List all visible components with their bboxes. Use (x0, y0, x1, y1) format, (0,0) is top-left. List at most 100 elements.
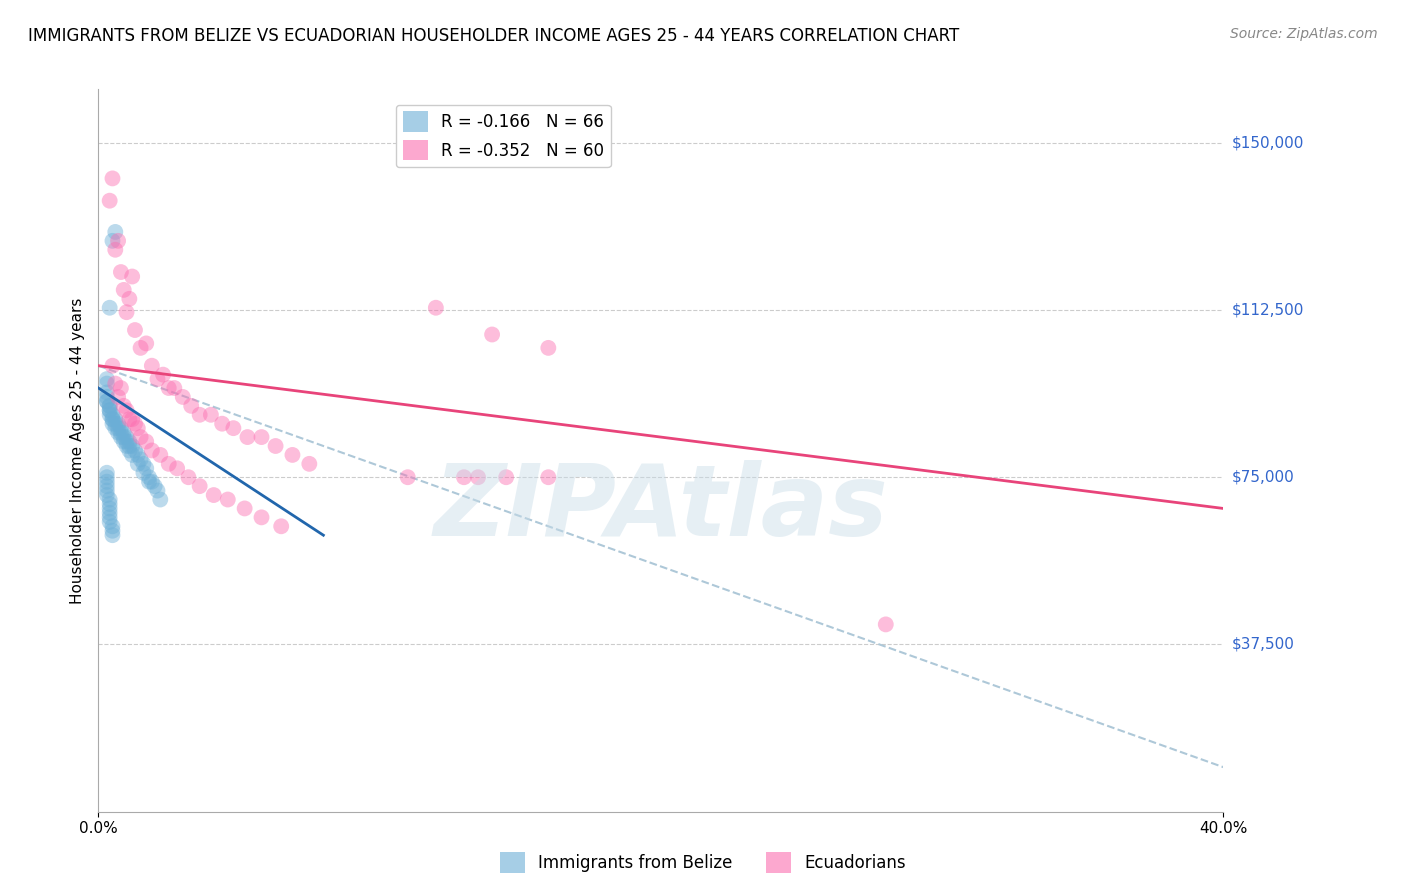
Point (115, 439, 138, 453)
Point (96, 372, 118, 386)
Point (96, 394, 118, 409)
Point (110, 381, 132, 395)
Text: $112,500: $112,500 (1232, 302, 1303, 318)
Point (875, 617, 897, 632)
Point (101, 234, 124, 248)
Point (96, 488, 118, 502)
Point (115, 305, 138, 319)
Point (152, 368, 174, 382)
Point (112, 430, 135, 444)
Legend: Immigrants from Belize, Ecuadorians: Immigrants from Belize, Ecuadorians (494, 846, 912, 880)
Point (270, 519, 292, 533)
Point (264, 439, 287, 453)
Point (132, 466, 155, 480)
Point (146, 372, 169, 386)
Point (110, 421, 132, 435)
Point (101, 417, 124, 431)
Point (115, 430, 138, 444)
Point (96, 483, 118, 498)
Point (481, 327, 503, 342)
Point (135, 461, 157, 475)
Point (96, 394, 118, 409)
Point (112, 283, 135, 297)
Point (250, 510, 273, 524)
Point (110, 430, 132, 444)
Point (118, 292, 141, 306)
Point (146, 483, 169, 498)
Point (104, 243, 127, 257)
Text: ZIPAtlas: ZIPAtlas (433, 459, 889, 557)
Point (98, 408, 121, 422)
Point (121, 412, 143, 426)
Point (112, 425, 135, 440)
Point (177, 470, 200, 484)
Point (202, 488, 225, 502)
Point (121, 439, 143, 453)
Point (101, 412, 124, 426)
Point (98, 506, 121, 520)
Point (138, 470, 160, 484)
Point (110, 425, 132, 440)
Point (96, 390, 118, 404)
Point (200, 408, 222, 422)
Point (118, 412, 141, 426)
Point (157, 381, 180, 395)
Point (157, 457, 180, 471)
Point (104, 421, 127, 435)
Point (396, 470, 419, 484)
Point (124, 443, 146, 458)
Point (98, 194, 121, 208)
Point (129, 341, 152, 355)
Point (101, 408, 124, 422)
Point (149, 448, 172, 462)
Point (188, 479, 211, 493)
Point (217, 492, 239, 507)
Point (135, 434, 157, 449)
Point (96, 475, 118, 489)
Point (96, 470, 118, 484)
Point (112, 434, 135, 449)
Text: $150,000: $150,000 (1232, 136, 1303, 150)
Point (115, 434, 138, 449)
Point (149, 492, 172, 507)
Point (298, 457, 321, 471)
Point (115, 403, 138, 417)
Point (233, 501, 256, 516)
Text: Source: ZipAtlas.com: Source: ZipAtlas.com (1230, 27, 1378, 41)
Point (124, 323, 146, 337)
Point (222, 421, 245, 435)
Point (127, 421, 149, 435)
Point (141, 359, 163, 373)
Point (127, 448, 149, 462)
Point (141, 475, 163, 489)
Point (425, 301, 447, 315)
Point (101, 359, 124, 373)
Point (467, 470, 489, 484)
Point (104, 417, 127, 431)
Point (101, 519, 124, 533)
Point (121, 448, 143, 462)
Point (98, 399, 121, 413)
Text: IMMIGRANTS FROM BELIZE VS ECUADORIAN HOUSEHOLDER INCOME AGES 25 - 44 YEARS CORRE: IMMIGRANTS FROM BELIZE VS ECUADORIAN HOU… (28, 27, 959, 45)
Point (211, 417, 233, 431)
Point (98, 301, 121, 315)
Point (166, 461, 188, 475)
Point (98, 497, 121, 511)
Point (98, 510, 121, 524)
Point (118, 443, 141, 458)
Point (98, 492, 121, 507)
Point (180, 399, 202, 413)
Point (118, 434, 141, 449)
Point (172, 390, 194, 404)
Point (188, 408, 211, 422)
Point (104, 412, 127, 426)
Point (110, 265, 132, 279)
Point (127, 457, 149, 471)
Point (96, 479, 118, 493)
Point (107, 390, 129, 404)
Point (143, 479, 166, 493)
Point (163, 381, 186, 395)
Point (107, 417, 129, 431)
Point (135, 336, 157, 351)
Point (98, 501, 121, 516)
